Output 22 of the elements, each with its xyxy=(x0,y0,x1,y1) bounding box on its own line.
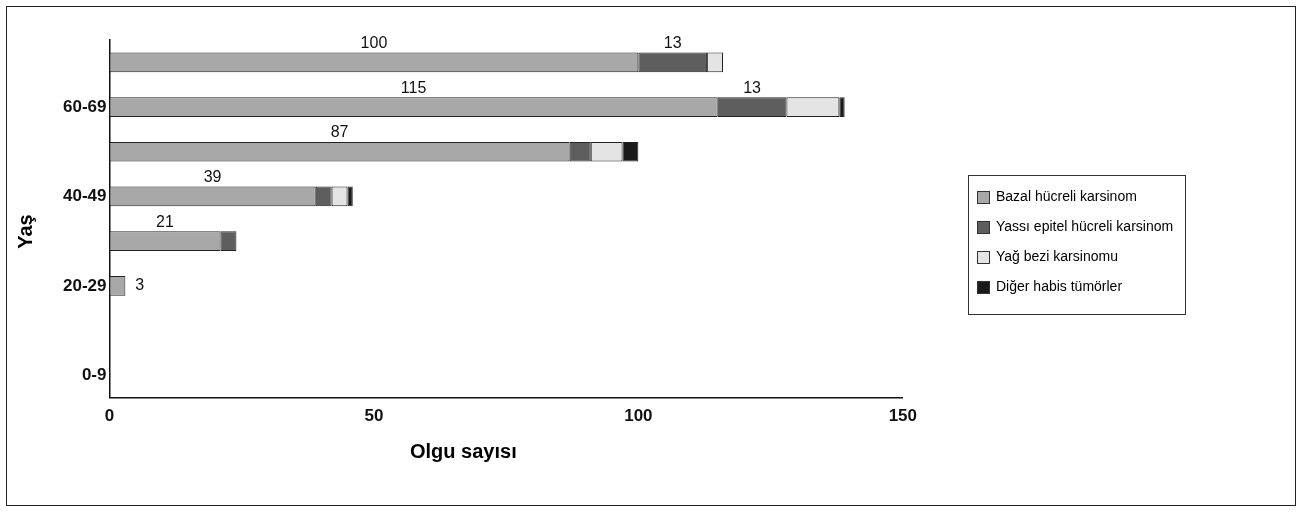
x-tick-label: 100 xyxy=(624,406,653,426)
legend-label: Bazal hücreli karsinom xyxy=(996,188,1137,204)
data-label: 39 xyxy=(203,168,222,186)
data-label: 13 xyxy=(663,33,682,51)
legend-label: Yassı epitel hücreli karsinom xyxy=(996,218,1174,234)
legend-label: Diğer habis tümörler xyxy=(996,278,1123,294)
x-tick-label: 0 xyxy=(104,406,115,426)
data-label: 21 xyxy=(156,212,175,230)
x-axis-title: Olgu sayısı xyxy=(410,440,517,463)
data-label: 87 xyxy=(330,123,349,141)
data-label: 13 xyxy=(743,78,762,96)
data-label: 3 xyxy=(135,276,145,294)
y-tick-label: 0-9 xyxy=(81,364,107,384)
data-label: 100 xyxy=(360,33,388,51)
legend-label: Yağ bezi karsinomu xyxy=(996,248,1118,264)
y-tick-label: 60-69 xyxy=(63,96,107,116)
x-tick-label: 50 xyxy=(364,406,384,426)
y-tick-label: 20-29 xyxy=(63,275,107,295)
y-tick-label: 40-49 xyxy=(63,186,107,206)
x-tick-label: 150 xyxy=(888,406,918,426)
y-axis-title: Yaş xyxy=(13,214,37,249)
data-label: 115 xyxy=(400,78,427,96)
